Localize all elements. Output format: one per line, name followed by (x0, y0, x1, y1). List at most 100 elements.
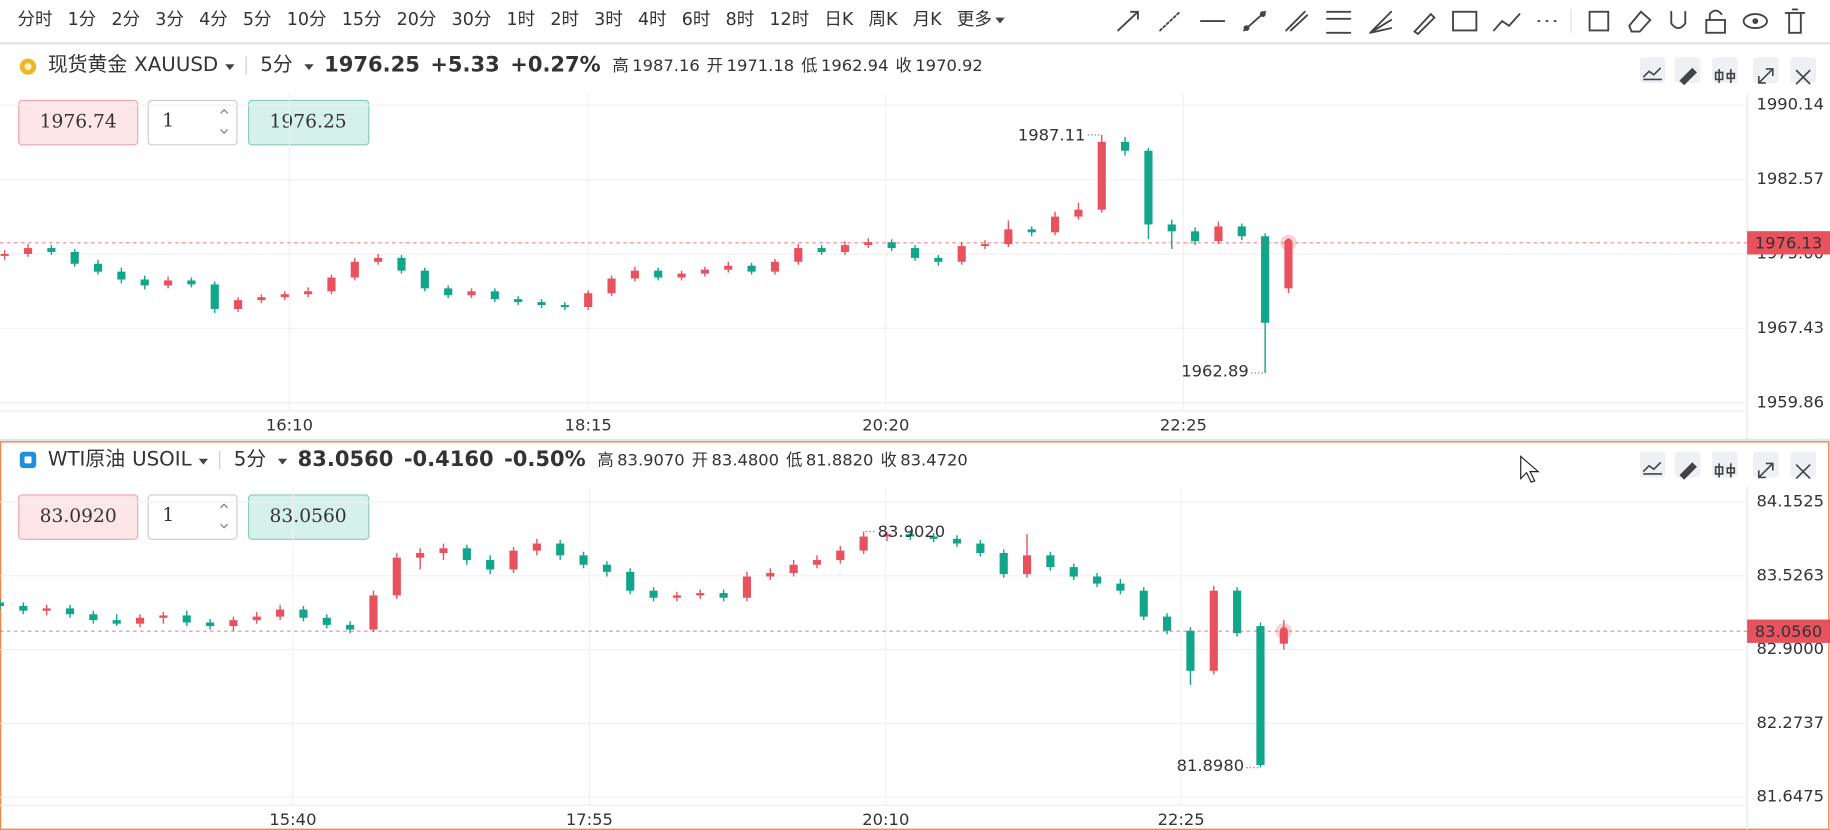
stat-value: 83.4800 (712, 451, 780, 470)
candle-body (1233, 590, 1242, 634)
candle-body (747, 265, 756, 272)
interval-button[interactable]: 30分 (452, 10, 492, 30)
candle-body (630, 270, 639, 279)
last-price-tag-label: 83.0560 (1755, 622, 1823, 641)
candle-body (327, 277, 336, 292)
tool-dot (1259, 11, 1266, 18)
quantity-input[interactable] (147, 99, 238, 146)
candle-body (1214, 226, 1223, 242)
tool-image[interactable] (1452, 10, 1478, 32)
buy-price: 1976.25 (270, 112, 347, 133)
sell-box[interactable] (18, 494, 139, 540)
tool-lock-shackle (1708, 9, 1723, 21)
candle-body (532, 543, 541, 551)
buy-box[interactable] (248, 99, 370, 146)
tool-note[interactable] (1588, 10, 1610, 32)
interval-button[interactable]: 10分 (287, 10, 327, 30)
interval-button[interactable]: 6时 (682, 10, 711, 30)
interval-button[interactable]: 2时 (550, 10, 579, 30)
candle-body (770, 261, 780, 272)
tool-ray[interactable] (1159, 10, 1181, 32)
candle-body (229, 620, 238, 627)
interval-button[interactable]: 1分 (68, 10, 97, 30)
last-price-tag-label: 1976.13 (1755, 234, 1823, 253)
candle-body (509, 550, 518, 570)
interval-button[interactable]: 分时 (18, 10, 53, 30)
candle-body (486, 560, 495, 570)
tool-eye[interactable] (1742, 13, 1768, 30)
x-tick-label: 16:10 (266, 416, 313, 435)
buy-box[interactable] (248, 494, 370, 540)
tool-lock[interactable] (1705, 19, 1726, 34)
candle-body (276, 609, 285, 617)
panel-button[interactable] (1790, 57, 1816, 83)
interval-button[interactable]: 日K (824, 10, 853, 30)
interval-button[interactable]: 3分 (155, 10, 184, 30)
interval-button[interactable]: 4时 (638, 10, 667, 30)
candle-body (654, 270, 663, 278)
candle-body (999, 552, 1008, 575)
candle-body (794, 248, 803, 262)
candle-body (42, 608, 51, 611)
panel-button-icon (1679, 462, 1697, 480)
interval-select[interactable]: 5分 (234, 447, 267, 470)
candle-body (397, 257, 406, 271)
y-tick-label: 84.1525 (1756, 492, 1824, 511)
interval-button[interactable]: 周K (869, 10, 898, 30)
tool-fan[interactable] (1369, 10, 1393, 34)
candle-body (1261, 236, 1270, 323)
interval-button[interactable]: 20分 (397, 10, 437, 30)
panel-button-icon (1795, 464, 1811, 480)
tool-arrow[interactable] (1117, 10, 1139, 32)
tool-magnet[interactable] (1670, 10, 1687, 30)
interval-button[interactable]: 2分 (111, 10, 140, 30)
interval-button[interactable]: 3时 (594, 10, 623, 30)
quantity-input[interactable] (147, 494, 238, 540)
interval-button[interactable]: 12时 (769, 10, 809, 30)
candle-body (1022, 555, 1032, 575)
stat-label: 开 (707, 56, 723, 75)
y-tick-label: 1990.14 (1756, 95, 1824, 114)
panel-button[interactable] (1752, 57, 1779, 83)
panel-button[interactable] (1639, 451, 1666, 478)
interval-button[interactable]: 月K (913, 10, 942, 30)
interval-button[interactable]: 8时 (726, 10, 755, 30)
price-change: +5.33 (430, 52, 499, 76)
symbol-icon-inner (24, 456, 32, 464)
tool-trash[interactable] (1784, 8, 1806, 34)
interval-button[interactable]: 1时 (507, 10, 536, 30)
interval-select[interactable]: 5分 (260, 53, 293, 76)
tool-wave[interactable] (1492, 13, 1521, 32)
candle-body (1284, 242, 1293, 289)
candle-body (812, 560, 822, 565)
interval-button[interactable]: 15分 (342, 10, 382, 30)
more-button[interactable]: 更多 (957, 10, 992, 30)
tool-eraser[interactable] (1628, 10, 1652, 33)
candle-body (70, 251, 79, 264)
panel-button[interactable] (1752, 451, 1779, 478)
panel-button-icon (1714, 68, 1736, 83)
panel-button[interactable] (1674, 57, 1701, 83)
interval-button[interactable]: 4分 (199, 10, 228, 30)
quantity-spinner (220, 108, 228, 134)
panel-button[interactable] (1790, 451, 1816, 478)
panel-button[interactable] (1639, 57, 1666, 83)
candle-body (626, 571, 635, 591)
symbol-icon-inner (24, 63, 32, 71)
sell-box[interactable] (18, 99, 139, 146)
candle-body (864, 242, 873, 246)
price-change-pct: +0.27% (510, 52, 600, 76)
tool-fib[interactable] (1326, 10, 1352, 34)
candle-body (252, 616, 261, 621)
panel-button-icon (1714, 463, 1736, 478)
tool-pen[interactable] (1413, 12, 1436, 36)
tool-channel[interactable] (1285, 10, 1309, 32)
candle-body (159, 615, 168, 618)
interval-button[interactable]: 5分 (243, 10, 272, 30)
panel-button[interactable] (1674, 451, 1701, 478)
candle-body (467, 291, 476, 296)
symbol-caret (225, 64, 235, 71)
candle-body (579, 555, 588, 565)
candle-body (117, 271, 126, 280)
